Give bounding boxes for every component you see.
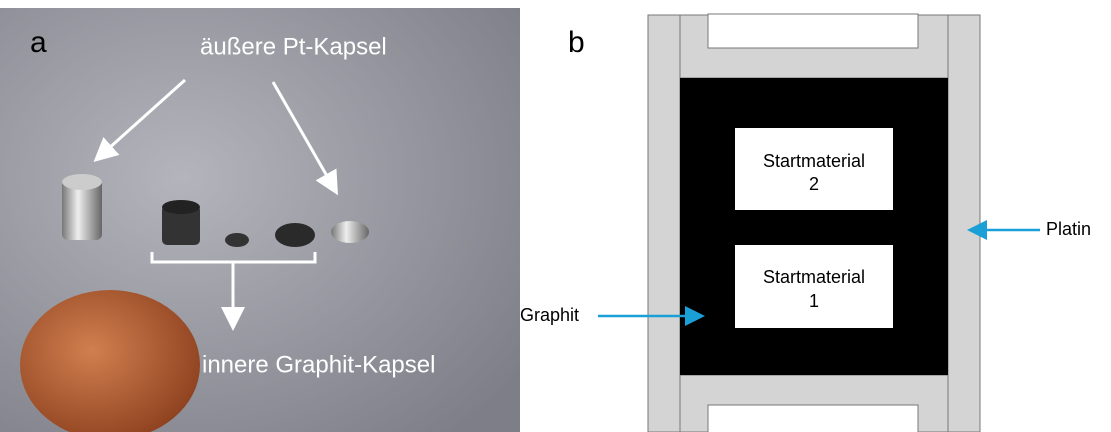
panel-a: a äußere Pt-Kapsel innere Graphit-Kapsel <box>0 8 520 432</box>
notch <box>708 405 918 432</box>
label: innere Graphit-Kapsel <box>202 351 435 378</box>
label: äußere Pt-Kapsel <box>200 33 387 60</box>
label: Graphit <box>520 305 579 325</box>
graphite-disc <box>225 233 249 247</box>
graphite-top <box>162 200 200 214</box>
box-label: Startmaterial <box>763 151 865 171</box>
pt-lid <box>331 221 369 243</box>
pt-capsule-top <box>62 174 102 190</box>
platinum-wall <box>948 15 980 432</box>
box-label: Startmaterial <box>763 267 865 287</box>
graphite-lid <box>275 223 315 247</box>
platinum-wall <box>648 15 680 432</box>
graphite <box>680 78 948 375</box>
figure: a äußere Pt-Kapsel innere Graphit-Kapsel… <box>0 0 1111 432</box>
label: Platin <box>1046 219 1091 239</box>
panel-b: b Startmaterial 2 Startmaterial 1 Platin… <box>520 14 1091 432</box>
notch <box>708 14 918 48</box>
panel-letter: b <box>568 26 585 59</box>
box-label: 1 <box>809 291 819 311</box>
panel-letter: a <box>30 26 47 59</box>
box-label: 2 <box>809 174 819 194</box>
